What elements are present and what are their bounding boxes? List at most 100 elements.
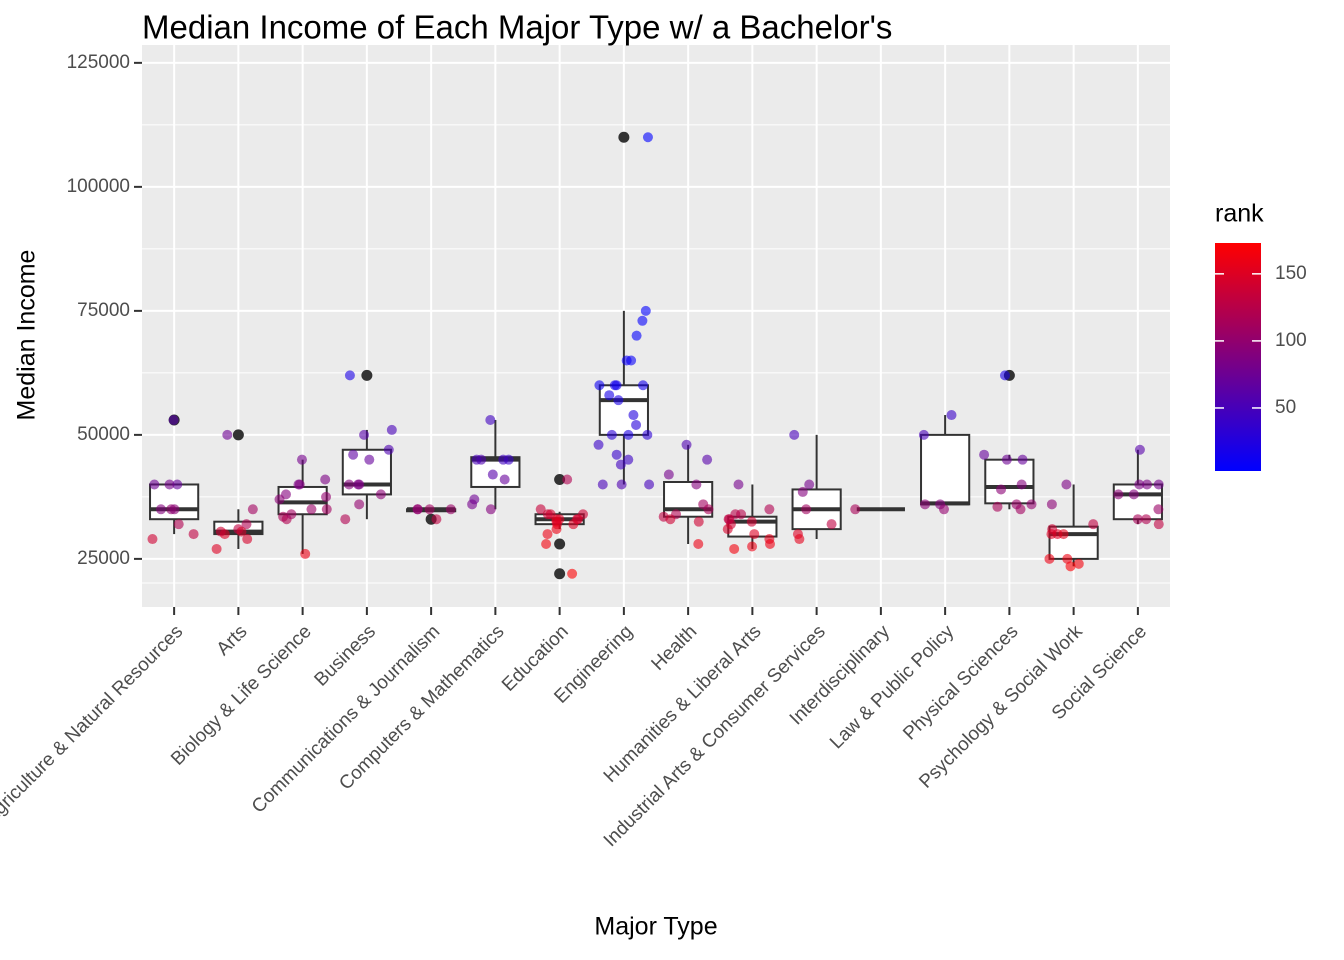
point	[724, 514, 735, 525]
point	[242, 534, 253, 545]
point	[1132, 514, 1143, 525]
point	[797, 486, 808, 497]
point	[794, 534, 805, 545]
point	[286, 509, 297, 520]
point	[1046, 499, 1057, 510]
point	[354, 479, 365, 490]
point	[615, 459, 626, 470]
point	[613, 395, 624, 406]
point	[487, 469, 498, 480]
point	[1016, 479, 1027, 490]
outlier	[554, 474, 566, 486]
x-tick-label: Agriculture & Natural Resources	[0, 621, 187, 828]
colorbar	[1215, 243, 1261, 471]
point	[623, 454, 634, 465]
point	[383, 444, 394, 455]
point	[1073, 558, 1084, 569]
point	[359, 429, 370, 440]
point	[445, 504, 456, 515]
point	[535, 504, 546, 515]
y-tick-label: 75000	[77, 300, 130, 321]
point	[155, 504, 166, 515]
point	[1058, 529, 1069, 540]
legend-title: rank	[1215, 200, 1264, 228]
point	[499, 474, 510, 485]
point	[631, 330, 642, 341]
chart-title: Median Income of Each Major Type w/ a Ba…	[142, 9, 892, 46]
point	[789, 429, 800, 440]
point	[320, 474, 331, 485]
point	[693, 539, 704, 550]
point	[946, 410, 957, 421]
point	[542, 529, 553, 540]
point	[736, 509, 747, 520]
point	[693, 516, 704, 527]
point	[631, 419, 642, 430]
point	[498, 454, 509, 465]
point	[749, 529, 760, 540]
point	[1088, 519, 1099, 530]
point	[485, 414, 496, 425]
point	[386, 424, 397, 435]
point	[642, 429, 653, 440]
point	[1134, 479, 1145, 490]
x-tick-label: Physical Sciences	[899, 621, 1022, 744]
point	[722, 524, 733, 535]
point	[644, 479, 655, 490]
colorbar-label: 50	[1275, 397, 1296, 418]
point	[1113, 489, 1124, 500]
point	[485, 504, 496, 515]
point	[665, 514, 676, 525]
point	[364, 454, 375, 465]
point	[938, 504, 949, 515]
point	[573, 514, 584, 525]
point	[431, 514, 442, 525]
point	[300, 548, 311, 559]
point	[764, 504, 775, 515]
point	[375, 489, 386, 500]
point	[344, 370, 355, 381]
point	[681, 439, 692, 450]
point	[733, 479, 744, 490]
point	[567, 568, 578, 579]
point	[296, 454, 307, 465]
point	[348, 449, 359, 460]
x-tick-label: Law & Public Policy	[826, 621, 958, 753]
point	[551, 524, 562, 535]
point	[992, 501, 1003, 512]
point	[702, 454, 713, 465]
point	[354, 499, 365, 510]
point	[747, 541, 758, 552]
point	[1142, 479, 1153, 490]
y-tick-label: 50000	[77, 424, 130, 445]
point	[168, 414, 179, 425]
point	[850, 504, 861, 515]
outlier	[361, 369, 373, 381]
point	[593, 439, 604, 450]
y-axis-title: Median Income	[13, 250, 41, 421]
panel	[142, 45, 1170, 607]
point	[211, 543, 222, 554]
point	[920, 499, 931, 510]
point	[247, 504, 258, 515]
outlier	[554, 538, 566, 550]
y-tick-label: 25000	[77, 548, 130, 569]
point	[344, 479, 355, 490]
point	[611, 449, 622, 460]
point	[1153, 479, 1164, 490]
point	[1026, 499, 1037, 510]
point	[597, 479, 608, 490]
point	[1153, 519, 1164, 530]
box	[1112, 483, 1163, 521]
point	[703, 504, 714, 515]
point	[801, 504, 812, 515]
point	[173, 519, 184, 530]
point	[215, 526, 226, 537]
point	[621, 355, 632, 366]
point	[424, 504, 435, 515]
outlier	[554, 568, 566, 580]
point	[979, 449, 990, 460]
point	[1011, 499, 1022, 510]
x-tick-label: Health	[648, 621, 702, 675]
